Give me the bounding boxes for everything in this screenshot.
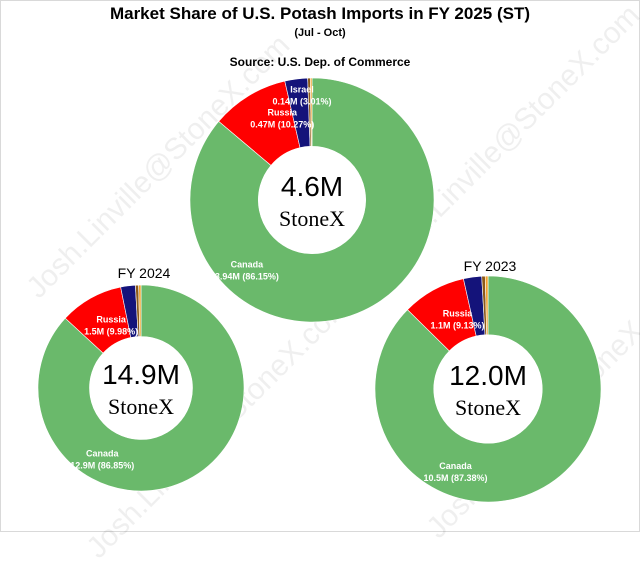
slice-label-israel: Israel 0.14M (3.01%)	[272, 84, 331, 106]
donut-chart-fy2025: 4.6M StoneX Canada 3.94M (86.15%) Russia 0.47…	[189, 77, 435, 323]
slice-label-value: 1.5M (9.98%)	[84, 327, 138, 337]
slice-label-canada: Canada 10.5M (87.38%)	[424, 461, 488, 483]
slice-label-name: Canada	[439, 461, 473, 471]
donut-center	[258, 146, 366, 254]
chart-subtitle: (Jul - Oct)	[294, 27, 346, 39]
donut-total: 12.0M	[449, 360, 527, 391]
chart-title: Market Share of U.S. Potash Imports in F…	[109, 4, 531, 23]
donut-center	[89, 336, 193, 440]
donut-total: 14.9M	[102, 359, 180, 390]
slice-label-name: Canada	[86, 448, 120, 458]
slice-label-value: 12.9M (86.85%)	[70, 460, 134, 470]
chart-source: Source: U.S. Dep. of Commerce	[229, 55, 411, 69]
slice-label-value: 1.1M (9.13%)	[430, 320, 484, 330]
donut-chart-fy2023: 12.0M StoneX Canada 10.5M (87.38%) Russia 1.1…	[374, 275, 602, 503]
donut-total: 4.6M	[281, 171, 343, 202]
slice-label-name: Russia	[443, 308, 474, 318]
slice-label-canada: Canada 12.9M (86.85%)	[70, 448, 134, 470]
donut-chart-fy2024: 14.9M StoneX Canada 12.9M (86.85%) Russia 1.5…	[37, 284, 245, 492]
slice-label-russia: Russia 1.1M (9.13%)	[430, 308, 484, 330]
slice-label-value: 3.94M (86.15%)	[215, 271, 279, 281]
slice-label-name: Russia	[96, 315, 127, 325]
donut-center	[433, 334, 543, 444]
slice-label-value: 0.14M (3.01%)	[272, 96, 331, 106]
stonex-logo: StoneX	[455, 395, 521, 420]
donut-slice-canada	[189, 77, 435, 323]
slice-label-name: Israel	[290, 84, 314, 94]
slice-label-value: 0.47M (10.27%)	[250, 119, 314, 129]
slice-label-value: 10.5M (87.38%)	[424, 473, 488, 483]
donut-label-fy2023: FY 2023	[463, 258, 517, 274]
slice-label-russia: Russia 1.5M (9.98%)	[84, 315, 138, 337]
slice-label-russia: Russia 0.47M (10.27%)	[250, 107, 314, 129]
donut-label-fy2024: FY 2024	[117, 265, 171, 281]
slice-label-name: Canada	[231, 259, 265, 269]
stonex-logo: StoneX	[108, 394, 174, 419]
slice-label-canada: Canada 3.94M (86.15%)	[215, 259, 279, 281]
slice-label-name: Russia	[267, 107, 298, 117]
stonex-logo: StoneX	[279, 206, 345, 231]
